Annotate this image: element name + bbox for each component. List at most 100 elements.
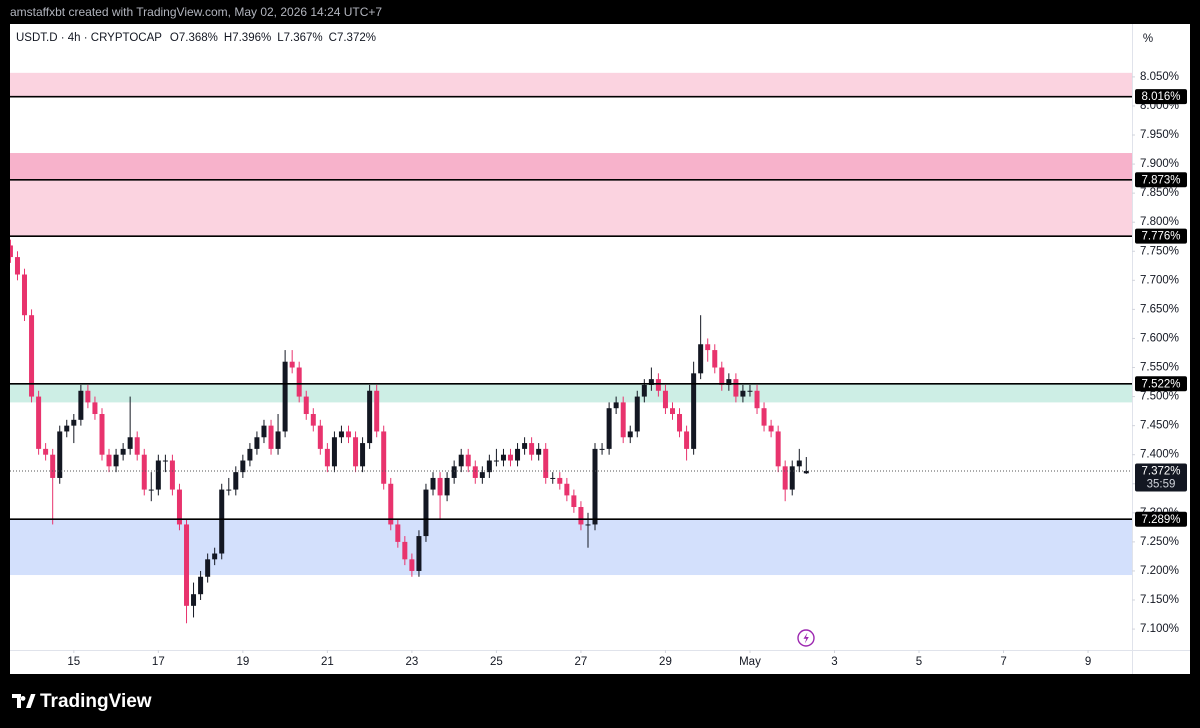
candle-body [191, 594, 197, 606]
zone [10, 72, 1132, 97]
zone [10, 179, 1132, 237]
candle-body [71, 419, 77, 426]
candle-body [388, 483, 394, 525]
level-label: 7.289% [1141, 514, 1180, 526]
candle-body [198, 576, 204, 595]
y-tick-label: 7.850% [1140, 187, 1179, 199]
candle-body [684, 431, 690, 449]
legend-key: L [277, 32, 284, 44]
y-tick-label: 7.750% [1140, 245, 1179, 257]
candle-body [324, 448, 330, 467]
candle-body [360, 443, 366, 467]
candle-body [698, 344, 704, 374]
candle-body [557, 477, 563, 484]
candle-body [176, 489, 182, 525]
x-tick-label: 25 [490, 656, 503, 668]
x-tick-label: 15 [67, 656, 80, 668]
legend-value: 7.372% [337, 32, 376, 44]
candle-body [226, 489, 232, 491]
candle-body [367, 390, 373, 444]
candle-body [648, 379, 654, 385]
y-tick-label: 7.700% [1140, 274, 1179, 286]
candle-body [275, 431, 281, 449]
candle-body [726, 379, 732, 385]
candle-body [430, 477, 436, 490]
candle-body [677, 414, 683, 432]
x-tick-label: May [739, 656, 761, 668]
candle-body [782, 466, 788, 490]
candle-body [486, 460, 492, 473]
candle-body [21, 274, 27, 316]
y-tick-label: 7.200% [1140, 565, 1179, 577]
candle-body [423, 489, 429, 537]
legend-symbol: USDT.D · 4h · CRYPTOCAP [16, 32, 162, 44]
candle-body [402, 541, 408, 560]
candle-body [500, 454, 506, 461]
candle-body [268, 425, 274, 449]
candle-body [303, 396, 309, 415]
zone [10, 153, 1132, 180]
level-label: 8.016% [1141, 91, 1180, 103]
candle-body [564, 483, 570, 496]
last-price-box [1135, 463, 1187, 492]
candle-body [733, 379, 739, 397]
level-label: 7.522% [1141, 378, 1180, 390]
candle-body [775, 431, 781, 467]
candle-body [655, 379, 661, 391]
candle-body [479, 472, 485, 478]
candle-body [740, 390, 746, 397]
candle-body [43, 448, 49, 455]
candle-body [240, 460, 246, 473]
footer-logo: TradingView [12, 691, 152, 712]
candle-body [148, 489, 154, 491]
candle-body [36, 396, 42, 449]
header-caption: amstaffxbt created with TradingView.com,… [10, 5, 382, 19]
candle-body [796, 460, 802, 467]
x-tick-label: 21 [321, 656, 334, 668]
candle-body [571, 495, 577, 508]
legend-value: 7.367% [284, 32, 323, 44]
candle-body [205, 559, 211, 577]
candle-body [219, 489, 225, 554]
candle-body [803, 470, 809, 474]
x-tick-label: 17 [152, 656, 165, 668]
candle-body [85, 390, 91, 403]
x-tick-label: 23 [405, 656, 418, 668]
candle-body [10, 245, 13, 258]
y-tick-label: 7.950% [1140, 129, 1179, 141]
candle-body [162, 460, 168, 462]
candle-body [529, 443, 535, 455]
price-unit: % [1143, 33, 1153, 45]
candle-body [134, 437, 140, 455]
candle-body [99, 414, 105, 455]
footer-brand: TradingView [40, 691, 152, 712]
candle-body [78, 390, 84, 420]
zone [10, 519, 1132, 576]
candle-body [296, 367, 302, 397]
candle-body [416, 536, 422, 571]
legend-value: 7.396% [232, 32, 271, 44]
candle-body [310, 414, 316, 426]
y-tick-label: 7.650% [1140, 303, 1179, 315]
y-tick-label: 7.150% [1140, 594, 1179, 606]
candle-body [113, 454, 119, 467]
legend-key: H [224, 32, 232, 44]
candle-body [331, 437, 337, 467]
candle-body [507, 454, 513, 461]
y-tick-label: 7.400% [1140, 449, 1179, 461]
x-tick-label: 19 [236, 656, 249, 668]
candle-body [627, 431, 633, 438]
candle-body [374, 390, 380, 432]
candle-body [458, 454, 464, 467]
candle-body [92, 402, 98, 415]
y-tick-label: 7.250% [1140, 536, 1179, 548]
legend-key: O [170, 32, 179, 44]
alert-icon[interactable] [797, 629, 815, 647]
candle-body [346, 431, 352, 438]
candle-body [120, 448, 126, 455]
candle-body [472, 466, 478, 478]
candle-body [212, 553, 218, 560]
candle-body [522, 443, 528, 449]
candle-body [634, 396, 640, 432]
